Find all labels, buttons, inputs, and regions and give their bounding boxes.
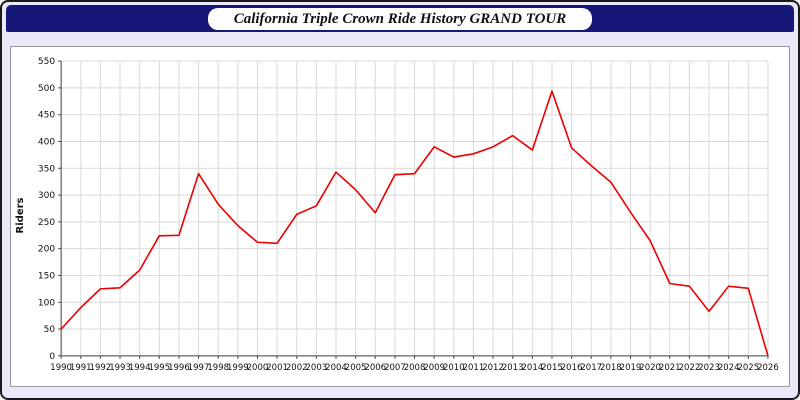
x-tick-label: 2016 (561, 363, 583, 373)
x-tick-label: 2004 (325, 363, 347, 373)
x-tick-label: 2008 (404, 363, 426, 373)
x-tick-label: 2022 (679, 363, 701, 373)
y-tick-label: 50 (44, 325, 56, 335)
x-tick-label: 2023 (698, 363, 720, 373)
y-tick-label: 350 (38, 164, 55, 174)
ride-history-line (60, 90, 769, 357)
title-bar: California Triple Crown Ride History GRA… (6, 5, 794, 32)
y-tick-label: 550 (38, 57, 55, 67)
x-tick-label: 1993 (109, 363, 131, 373)
x-tick-label: 2002 (286, 363, 308, 373)
x-tick-label: 2019 (620, 363, 642, 373)
x-tick-label: 2014 (521, 363, 543, 373)
x-tick-label: 1991 (70, 363, 92, 373)
x-tick-label: 1994 (129, 363, 151, 373)
y-tick-label: 300 (38, 191, 55, 201)
x-tick-label: 2010 (443, 363, 465, 373)
y-tick-label: 450 (38, 111, 55, 121)
x-tick-label: 1996 (168, 363, 190, 373)
chart-panel: Riders 0 50 100 150 200 250 300 350 400 450 500 550… (10, 46, 790, 387)
page-title: California Triple Crown Ride History GRA… (207, 7, 593, 30)
y-tick-label: 400 (38, 137, 55, 147)
x-tick-label: 2006 (364, 363, 386, 373)
x-tick-label: 1999 (227, 363, 249, 373)
x-tick-label: 2011 (463, 363, 485, 373)
chart-svg: Riders 0 50 100 150 200 250 300 350 400 450 500 550… (15, 57, 779, 373)
y-tick-label: 150 (38, 271, 55, 281)
y-tick-label: 250 (38, 218, 55, 228)
y-tick-label: 100 (38, 298, 55, 308)
x-tick-label: 2000 (247, 363, 269, 373)
x-tick-label: 1992 (90, 363, 112, 373)
x-tick-label: 2025 (737, 363, 759, 373)
x-tick-label: 2018 (600, 363, 622, 373)
x-tick-label: 2001 (266, 363, 288, 373)
x-tick-label: 2020 (639, 363, 661, 373)
x-tick-label: 1997 (188, 363, 210, 373)
y-tick-label: 0 (49, 352, 55, 362)
y-axis-label: Riders (15, 197, 26, 233)
x-tick-label: 2009 (423, 363, 445, 373)
x-tick-label: 2007 (384, 363, 406, 373)
y-tick-label: 500 (38, 84, 55, 94)
x-tick-label: 1998 (207, 363, 229, 373)
x-tick-label: 2026 (757, 363, 779, 373)
x-tick-label: 2013 (502, 363, 524, 373)
x-tick-label: 2012 (482, 363, 504, 373)
x-tick-label: 2021 (659, 363, 681, 373)
x-tick-label: 2024 (718, 363, 740, 373)
x-tick-label: 1995 (148, 363, 170, 373)
x-tick-label: 2015 (541, 363, 563, 373)
x-tick-label: 2003 (306, 363, 328, 373)
x-tick-label: 2017 (580, 363, 602, 373)
x-tick-label: 2005 (345, 363, 367, 373)
x-tick-label: 1990 (50, 363, 72, 373)
y-tick-label: 200 (38, 245, 55, 255)
